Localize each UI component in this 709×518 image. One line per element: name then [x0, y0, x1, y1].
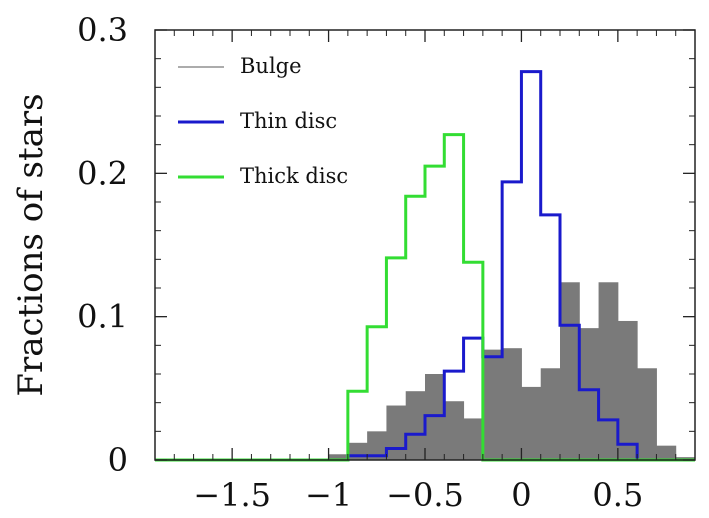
legend: Bulge Thin disc Thick disc: [178, 54, 348, 188]
bulge-bar: [347, 442, 368, 460]
bulge-bars: [328, 282, 696, 460]
y-axis-label: Fractions of stars: [11, 93, 51, 396]
bulge-bar: [579, 328, 600, 460]
x-tick-label: −1.5: [193, 476, 271, 514]
axis-ticks: [154, 29, 696, 461]
bulge-bar: [540, 368, 561, 460]
legend-label-thick-disc: Thick disc: [240, 164, 348, 188]
bulge-bar: [444, 401, 465, 460]
x-tick-label: 0: [511, 476, 531, 514]
y-tick-label: 0.2: [77, 154, 128, 192]
bulge-bar: [617, 320, 638, 460]
bulge-bar: [521, 386, 542, 460]
bulge-bar: [328, 454, 349, 460]
bulge-bar: [637, 368, 657, 460]
bulge-bar: [560, 282, 580, 460]
legend-label-thin-disc: Thin disc: [240, 109, 337, 133]
bulge-bar: [405, 391, 426, 460]
bulge-bar: [656, 445, 677, 460]
bulge-bar: [482, 349, 503, 460]
bulge-bar: [502, 348, 522, 460]
bulge-bar: [386, 405, 407, 460]
x-tick-label: −0.5: [386, 476, 464, 514]
x-tick-label: −1: [305, 476, 352, 514]
x-tick-label: 0.5: [592, 476, 643, 514]
tick-labels: −1.5 −1 −0.5 0 0.5 0 0.1 0.2 0.3: [77, 11, 643, 514]
legend-label-bulge: Bulge: [240, 54, 302, 78]
bulge-bar: [463, 418, 484, 460]
bulge-bar: [598, 282, 619, 460]
y-tick-label: 0.3: [77, 11, 128, 49]
bulge-bar: [367, 431, 387, 460]
y-tick-label: 0: [108, 441, 128, 479]
y-tick-label: 0.1: [77, 298, 128, 336]
